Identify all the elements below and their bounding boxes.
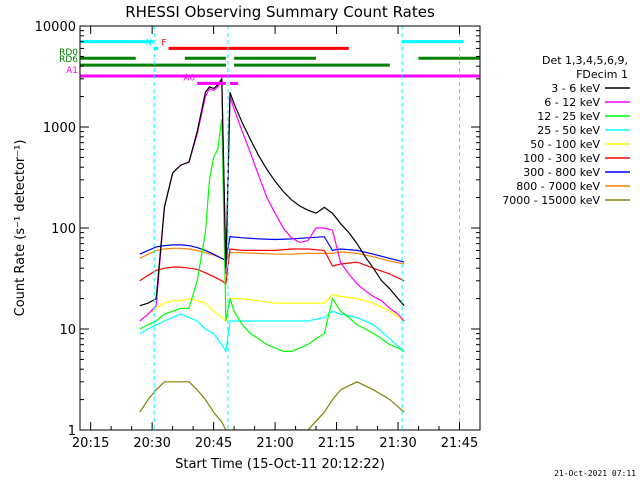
flag-label-5: A0 — [183, 73, 195, 83]
y-tick-label-3: 1000 — [43, 121, 76, 136]
series-line-0 — [139, 76, 405, 307]
x-tick-label-6: 21:45 — [441, 436, 478, 451]
legend-label-2: 12 - 25 keV — [537, 110, 600, 123]
legend-label-3: 25 - 50 keV — [537, 124, 600, 137]
legend-header-0: Det 1,3,4,5,6,9, — [542, 54, 628, 67]
x-tick-label-4: 21:15 — [318, 436, 355, 451]
series-line-8 — [139, 381, 405, 430]
plot-timestamp: 21-Oct-2021 07:11 — [554, 469, 636, 478]
legend-header-1: FDecim 1 — [576, 68, 628, 81]
legend-label-8: 7000 - 15000 keV — [502, 194, 600, 207]
legend-label-7: 800 - 7000 keV — [516, 180, 600, 193]
series-layer — [139, 76, 405, 430]
y-tick-label-2: 100 — [51, 222, 76, 237]
y-tick-label-0: 1 — [68, 424, 76, 439]
legend-label-1: 6 - 12 keV — [544, 96, 600, 109]
x-tick-label-5: 21:30 — [379, 436, 416, 451]
axis-ticks: 20:15 20:30 20:45 21:00 21:15 21:30 21:45 1 10 10… — [35, 20, 481, 451]
flag-label-3: RD0 — [59, 48, 78, 58]
x-tick-label-0: 20:15 — [72, 436, 109, 451]
x-tick-label-3: 21:00 — [256, 436, 293, 451]
night-boundaries — [153, 26, 461, 430]
flag-label-6: A1 — [66, 66, 78, 76]
series-line-6 — [139, 236, 405, 263]
x-tick-label-2: 20:45 — [195, 436, 232, 451]
y-tick-label-1: 10 — [59, 323, 76, 338]
legend-label-6: 300 - 800 keV — [523, 166, 600, 179]
flag-label-4: RD6 — [59, 55, 78, 65]
legend-label-5: 100 - 300 keV — [523, 152, 600, 165]
flag-label-2: F — [161, 38, 166, 48]
chart-title: RHESSI Observing Summary Count Rates — [125, 3, 435, 21]
x-tick-label-1: 20:30 — [133, 436, 170, 451]
series-line-1 — [139, 80, 405, 322]
series-line-2 — [139, 118, 405, 352]
legend-label-0: 3 - 6 keV — [551, 82, 600, 95]
series-line-3 — [139, 310, 405, 354]
flag-label-1: N — [145, 38, 152, 48]
plot-frame — [79, 25, 481, 431]
y-tick-label-4: 10000 — [35, 20, 76, 35]
y-axis-label: Count Rate (s⁻¹ detector⁻¹) — [13, 140, 28, 317]
x-axis-label: Start Time (15-Oct-11 20:12:22) — [175, 457, 385, 472]
legend-label-4: 50 - 100 keV — [530, 138, 600, 151]
series-line-4 — [139, 293, 405, 323]
